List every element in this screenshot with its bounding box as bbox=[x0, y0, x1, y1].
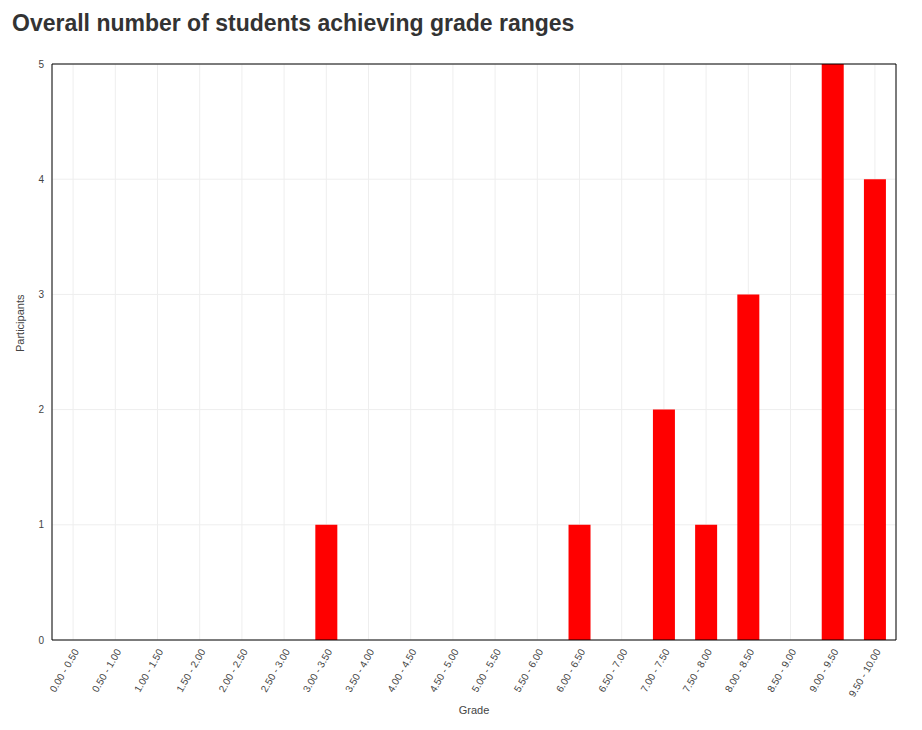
svg-text:0.50 - 1.00: 0.50 - 1.00 bbox=[90, 647, 124, 694]
svg-text:6.50 - 7.00: 6.50 - 7.00 bbox=[596, 647, 630, 694]
svg-text:1: 1 bbox=[38, 519, 44, 530]
svg-text:3.00 - 3.50: 3.00 - 3.50 bbox=[301, 647, 335, 694]
svg-text:5.00 - 5.50: 5.00 - 5.50 bbox=[470, 647, 504, 694]
svg-text:4.50 - 5.00: 4.50 - 5.00 bbox=[427, 647, 461, 694]
svg-text:2.50 - 3.00: 2.50 - 3.00 bbox=[259, 647, 293, 694]
svg-text:6.00 - 6.50: 6.00 - 6.50 bbox=[554, 647, 588, 694]
svg-text:3.50 - 4.00: 3.50 - 4.00 bbox=[343, 647, 377, 694]
svg-text:7.00 - 7.50: 7.00 - 7.50 bbox=[638, 647, 672, 694]
svg-text:2: 2 bbox=[38, 404, 44, 415]
svg-text:2.00 - 2.50: 2.00 - 2.50 bbox=[216, 647, 250, 694]
svg-text:1.50 - 2.00: 1.50 - 2.00 bbox=[174, 647, 208, 694]
svg-text:4: 4 bbox=[38, 174, 44, 185]
svg-text:9.50 - 10.00: 9.50 - 10.00 bbox=[847, 647, 883, 699]
svg-text:Grade: Grade bbox=[459, 704, 490, 716]
svg-text:0.00 - 0.50: 0.00 - 0.50 bbox=[48, 647, 82, 694]
svg-text:9.00 - 9.50: 9.00 - 9.50 bbox=[807, 647, 841, 694]
svg-text:5.50 - 6.00: 5.50 - 6.00 bbox=[512, 647, 546, 694]
svg-text:8.00 - 8.50: 8.00 - 8.50 bbox=[723, 647, 757, 694]
html-text:Overall number of students ach: Overall number of students achieving gra… bbox=[12, 10, 575, 36]
svg-text:8.50 - 9.00: 8.50 - 9.00 bbox=[765, 647, 799, 694]
svg-text:3: 3 bbox=[38, 289, 44, 300]
svg-text:4.00 - 4.50: 4.00 - 4.50 bbox=[385, 647, 419, 694]
svg-text:1.00 - 1.50: 1.00 - 1.50 bbox=[132, 647, 166, 694]
svg-text:5: 5 bbox=[38, 59, 44, 70]
svg-text:Participants: Participants bbox=[14, 294, 26, 352]
svg-text:0: 0 bbox=[38, 635, 44, 646]
svg-text:7.50 - 8.00: 7.50 - 8.00 bbox=[681, 647, 715, 694]
